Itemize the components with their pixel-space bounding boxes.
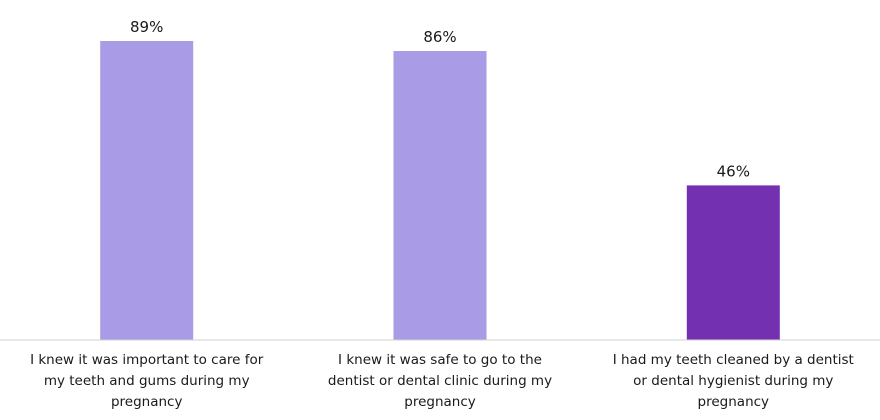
bar-3: [686, 185, 780, 340]
bar-1: [100, 41, 194, 340]
category-label-3: I had my teeth cleaned by a dentist or de…: [613, 352, 854, 410]
category-label-1-line-2: my teeth and gums during my: [44, 373, 250, 389]
data-label-1: 89%: [130, 18, 163, 36]
category-label-1: I knew it was important to care for my te…: [30, 352, 264, 410]
category-label-3-line-1: I had my teeth cleaned by a dentist: [613, 352, 854, 368]
data-label-2: 86%: [423, 28, 456, 46]
category-label-3-line-3: pregnancy: [698, 394, 770, 410]
data-label-3: 46%: [717, 162, 750, 180]
bars-group: [100, 41, 780, 340]
category-label-1-line-3: pregnancy: [111, 394, 183, 410]
category-label-1-line-1: I knew it was important to care for: [30, 352, 264, 368]
category-label-2-line-3: pregnancy: [404, 394, 476, 410]
category-labels-group: I knew it was important to care for my te…: [30, 352, 854, 410]
category-label-2: I knew it was safe to go to the dentist o…: [328, 352, 552, 410]
value-labels-group: 89% 86% 46%: [130, 18, 750, 180]
bar-2: [393, 51, 487, 340]
category-label-3-line-2: or dental hygienist during my: [633, 373, 833, 389]
category-label-2-line-2: dentist or dental clinic during my: [328, 373, 552, 389]
category-label-2-line-1: I knew it was safe to go to the: [338, 352, 542, 368]
